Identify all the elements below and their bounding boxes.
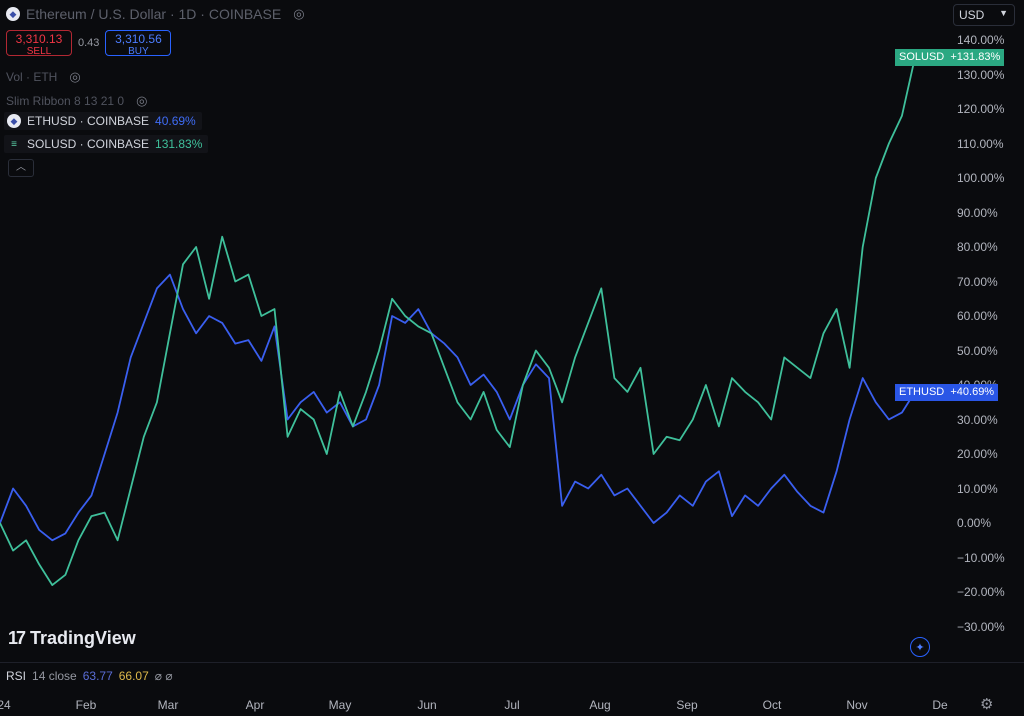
y-tick-label: −10.00%: [957, 550, 1005, 565]
x-tick-label: Nov: [846, 698, 868, 712]
tradingview-logo[interactable]: 17 TradingView: [8, 628, 136, 649]
sell-button[interactable]: 3,310.13 SELL: [6, 30, 72, 57]
spread-value: 0.43: [78, 37, 100, 49]
solusd-tag-value: +131.83%: [950, 51, 1001, 64]
y-tick-label: 30.00%: [957, 412, 998, 427]
rsi-na-icon: ⌀ ⌀: [154, 669, 173, 683]
chevron-down-icon: ▼: [999, 8, 1008, 18]
ribbon-indicator-label: Slim Ribbon 8 13 21 0: [6, 94, 125, 108]
currency-value: USD: [959, 8, 985, 22]
solana-logo-icon: ≡: [11, 138, 17, 150]
y-tick-label: 10.00%: [957, 481, 998, 496]
series-line-solusd: [0, 57, 916, 586]
y-tick-label: 60.00%: [957, 309, 998, 323]
ribbon-eye-icon[interactable]: ◎: [136, 93, 148, 108]
x-tick-label: Jun: [417, 698, 437, 712]
ethusd-price-tag: ETHUSD +40.69%: [895, 383, 999, 401]
x-tick-label: Mar: [157, 698, 179, 712]
y-tick-label: 130.00%: [957, 67, 1005, 82]
x-tick-label: Aug: [589, 698, 611, 712]
y-tick-label: 140.00%: [957, 33, 1005, 47]
x-tick-label: De: [932, 698, 948, 712]
y-tick-label: 70.00%: [957, 274, 998, 289]
compare-solusd-pct: 131.83%: [155, 137, 203, 151]
y-tick-label: −30.00%: [957, 619, 1005, 634]
tradingview-mark-icon: 17: [8, 628, 26, 648]
solusd-price-tag: SOLUSD +131.83%: [895, 49, 1005, 67]
rsi-pane[interactable]: RSI 14 close 63.77 66.07 ⌀ ⌀: [0, 662, 1024, 690]
currency-selector[interactable]: USD ▼: [953, 4, 1015, 26]
ethusd-tag-value: +40.69%: [950, 385, 995, 398]
x-tick-label: Jul: [504, 698, 520, 712]
x-tick-label: Apr: [245, 698, 265, 712]
y-tick-label: −20.00%: [957, 585, 1005, 599]
y-tick-label: 110.00%: [957, 136, 1004, 151]
buy-label: BUY: [128, 46, 149, 57]
compass-icon[interactable]: ✦: [910, 637, 930, 657]
rsi-params: 14 close: [32, 669, 77, 683]
y-tick-label: 0.00%: [957, 516, 992, 530]
compare-ethusd-symbol: ETHUSD · COINBASE: [27, 114, 150, 128]
compare-ethusd[interactable]: ◆ ETHUSD · COINBASE 40.69%: [4, 112, 202, 130]
y-tick-label: 20.00%: [957, 447, 998, 461]
trade-buttons: 3,310.13 SELL 0.43 3,310.56 BUY: [6, 30, 172, 57]
tradingview-wordmark: TradingView: [30, 628, 136, 648]
buy-button[interactable]: 3,310.56 BUY: [105, 30, 172, 57]
rsi-label: RSI: [6, 669, 27, 683]
sell-label: SELL: [26, 46, 52, 57]
rsi-legend: RSI 14 close 63.77 66.07 ⌀ ⌀: [6, 669, 173, 683]
ribbon-indicator[interactable]: Slim Ribbon 8 13 21 0 ◎: [6, 93, 147, 109]
ethereum-logo-icon: ◆: [6, 7, 20, 21]
y-tick-label: 90.00%: [957, 205, 998, 220]
series-line-ethusd: [0, 273, 916, 542]
x-tick-label: Feb: [75, 698, 97, 712]
volume-indicator[interactable]: Vol · ETH ◎: [6, 69, 81, 85]
solusd-tag-name: SOLUSD: [899, 51, 945, 64]
symbol-title-text: Ethereum / U.S. Dollar · 1D · COINBASE: [26, 6, 282, 22]
gear-icon[interactable]: ⚙: [980, 696, 994, 713]
x-tick-label: May: [328, 698, 352, 712]
compare-solusd-symbol: SOLUSD · COINBASE: [27, 137, 150, 151]
rsi-value-1: 63.77: [82, 669, 113, 683]
volume-indicator-label: Vol · ETH: [6, 70, 58, 84]
x-tick-label: Oct: [762, 698, 782, 712]
rsi-value-2: 66.07: [118, 669, 149, 683]
ethusd-tag-name: ETHUSD: [899, 385, 945, 398]
buy-price: 3,310.56: [115, 32, 162, 46]
y-tick-label: 80.00%: [957, 240, 998, 254]
y-tick-label: 120.00%: [957, 102, 1005, 116]
sell-price: 3,310.13: [15, 32, 63, 46]
y-tick-label: 100.00%: [957, 171, 1005, 185]
hide-eye-icon[interactable]: ◎: [293, 6, 305, 21]
x-tick-label: 24: [0, 698, 11, 712]
symbol-title[interactable]: ◆ Ethereum / U.S. Dollar · 1D · COINBASE…: [6, 6, 305, 22]
ethereum-logo-icon: ◆: [7, 114, 21, 128]
chart-series: [0, 57, 916, 586]
compare-solusd[interactable]: ≡ SOLUSD · COINBASE 131.83%: [4, 135, 209, 153]
y-tick-label: 50.00%: [957, 343, 998, 358]
collapse-legend-button[interactable]: ︿: [8, 159, 34, 177]
x-tick-label: Sep: [676, 698, 698, 712]
compare-ethusd-pct: 40.69%: [155, 114, 196, 128]
chevron-up-icon: ︿: [16, 162, 26, 173]
volume-eye-icon[interactable]: ◎: [69, 69, 81, 84]
